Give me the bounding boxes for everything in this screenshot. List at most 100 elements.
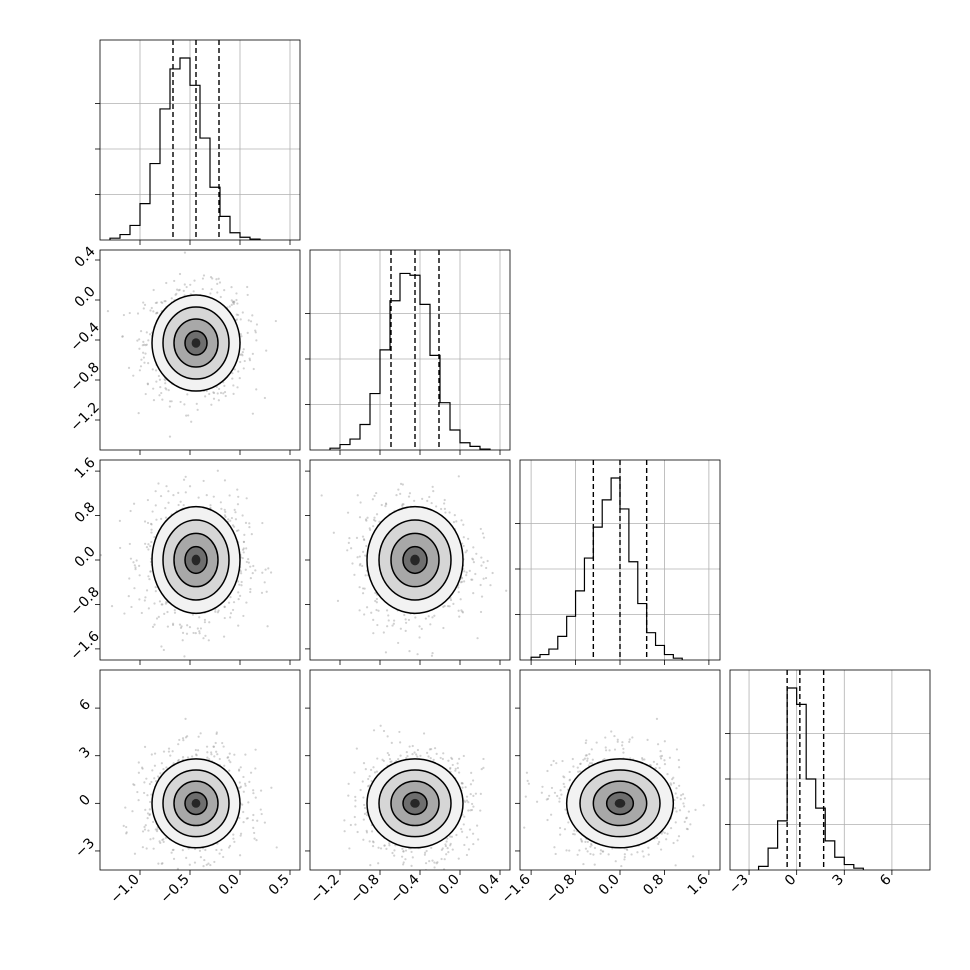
sample-point [256, 819, 259, 822]
sample-point [150, 523, 153, 526]
sample-point [231, 300, 235, 303]
sample-point [578, 770, 582, 773]
sample-point [401, 847, 404, 850]
sample-point [247, 319, 250, 322]
sample-point [387, 614, 390, 617]
contour-panel-1-3 [305, 669, 511, 875]
sample-point [469, 792, 472, 796]
sample-point [249, 771, 253, 774]
sample-point [223, 384, 226, 387]
sample-point [674, 864, 677, 867]
sample-point [157, 482, 160, 485]
sample-point [479, 610, 483, 614]
sample-point [235, 529, 239, 532]
sample-point [197, 735, 200, 738]
sample-point [203, 858, 206, 862]
sample-point [362, 818, 365, 821]
sample-point [143, 745, 147, 748]
hist-panel-1 [305, 249, 511, 455]
sample-point [431, 485, 434, 488]
sample-point [386, 751, 389, 755]
sample-point [219, 295, 222, 299]
sample-point [193, 279, 196, 282]
sample-point [251, 572, 254, 575]
sample-point [366, 785, 370, 788]
sample-point [177, 289, 180, 292]
sample-point [408, 492, 412, 495]
sample-point [430, 748, 433, 751]
sample-point [375, 597, 379, 601]
sample-point [204, 634, 207, 637]
sample-point [404, 621, 408, 624]
sample-point [227, 601, 231, 604]
sample-point [146, 521, 150, 525]
sample-point [147, 575, 150, 578]
sample-point [404, 618, 407, 621]
sample-point [228, 844, 232, 847]
sample-point [152, 847, 155, 850]
sample-point [205, 863, 208, 866]
sample-point [453, 513, 456, 517]
sample-point [249, 590, 252, 594]
sample-point [254, 331, 257, 334]
sample-point [660, 832, 663, 835]
sample-point [141, 344, 144, 347]
sample-point [448, 511, 451, 514]
sample-point [252, 826, 255, 829]
sample-point [146, 794, 149, 797]
sample-point [659, 755, 662, 758]
sample-point [369, 768, 373, 771]
sample-point [435, 862, 438, 865]
sample-point [244, 521, 248, 524]
sample-point [138, 564, 141, 567]
sample-point [442, 868, 446, 870]
sample-point [462, 536, 465, 539]
sample-point [232, 833, 235, 836]
sample-point [240, 572, 243, 575]
sample-point [267, 567, 270, 570]
sample-point [424, 862, 428, 865]
sample-point [185, 414, 188, 417]
sample-point [245, 547, 248, 550]
contour-body [343, 724, 485, 870]
sample-point [578, 849, 581, 852]
sample-point [172, 493, 175, 497]
sample-point [228, 752, 231, 755]
sample-point [362, 550, 365, 553]
sample-point [399, 492, 402, 495]
sample-point [406, 755, 409, 758]
sample-point [416, 748, 420, 752]
sample-point [248, 780, 251, 783]
sample-point [427, 615, 430, 618]
sample-point [239, 786, 242, 789]
sample-point [209, 292, 212, 295]
sample-point [119, 546, 122, 550]
sample-point [153, 536, 156, 539]
sample-point [449, 598, 453, 602]
sample-point [133, 852, 137, 855]
sample-point [222, 855, 225, 859]
sample-point [435, 752, 438, 755]
contour-line [378, 519, 452, 601]
sample-point [362, 538, 366, 541]
sample-point [389, 760, 392, 763]
sample-point [237, 370, 240, 373]
sample-point [386, 625, 389, 628]
sample-point [240, 584, 243, 587]
sample-point [446, 847, 449, 850]
sample-point [416, 653, 419, 656]
sample-point [237, 495, 240, 498]
sample-point [479, 583, 482, 587]
sample-point [628, 738, 631, 741]
sample-point [138, 598, 141, 601]
sample-point [125, 831, 128, 834]
sample-point [147, 607, 150, 610]
sample-point [405, 756, 408, 760]
sample-point [408, 650, 411, 653]
sample-point [215, 732, 218, 736]
sample-point [375, 608, 378, 612]
sample-point [176, 867, 180, 870]
sample-point [213, 860, 216, 864]
sample-point [162, 750, 166, 753]
sample-point [456, 766, 459, 770]
